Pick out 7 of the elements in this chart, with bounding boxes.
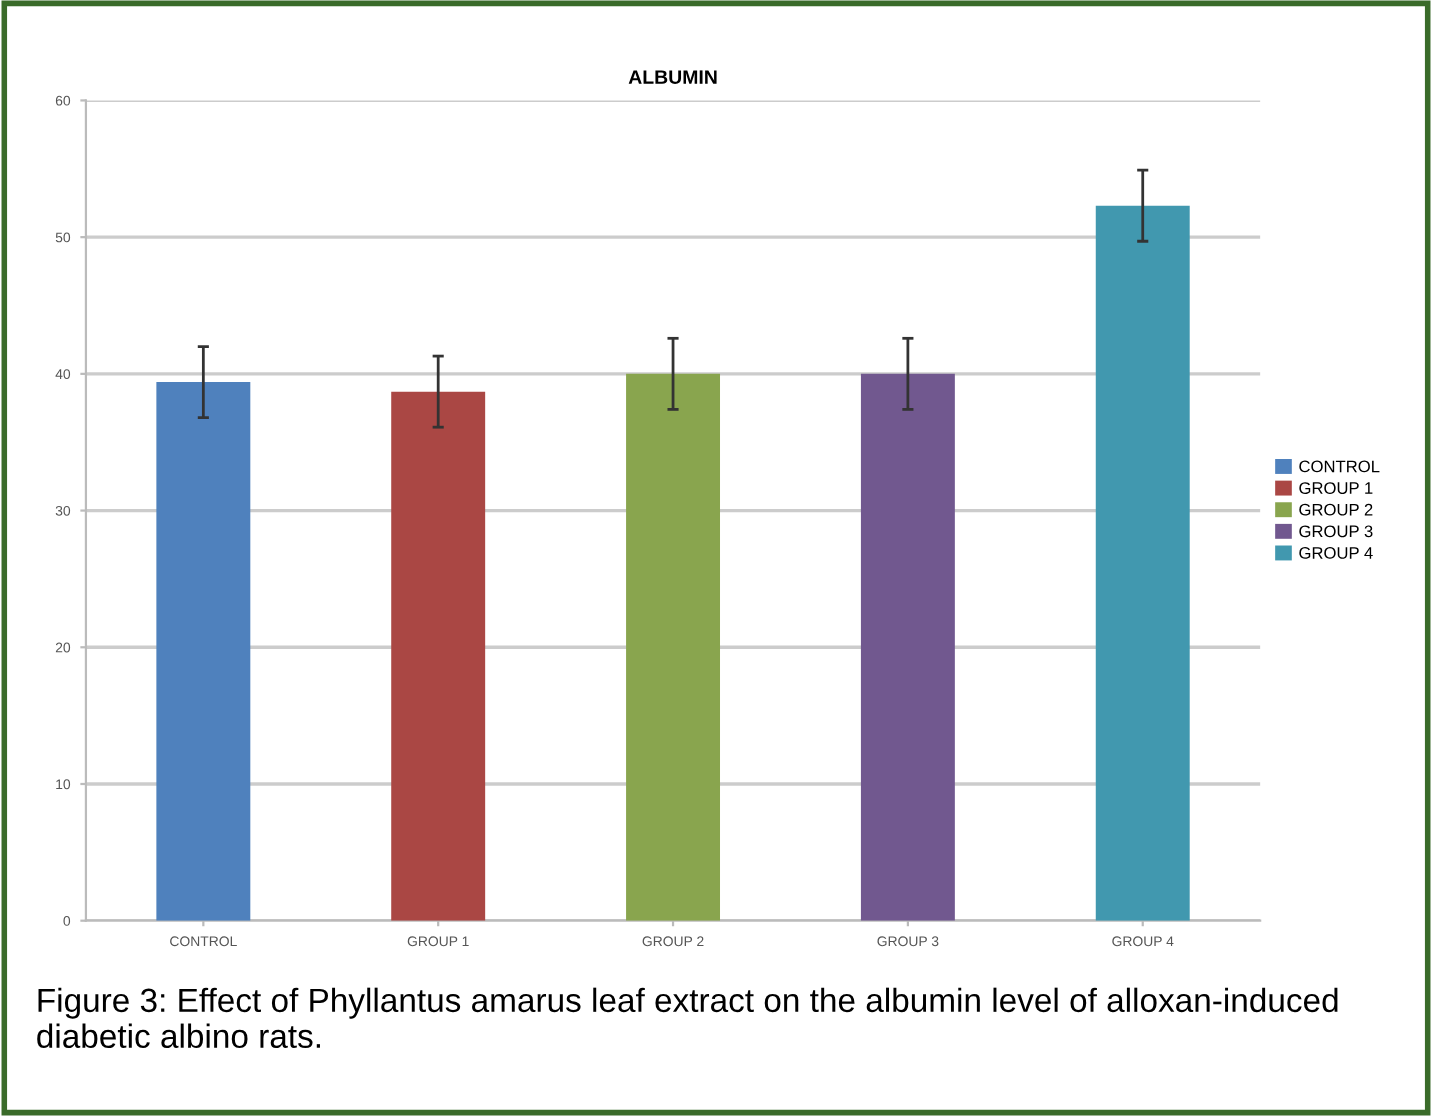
legend-label: GROUP 2 bbox=[1299, 503, 1373, 516]
caption: Figure 3: Effect of Phyllantus amarus leaf extract on the albumin level of alloxan-induced diabetic albino rats. bbox=[37, 987, 1338, 1049]
chart-title: ALBUMIN bbox=[628, 70, 717, 84]
legend-label: CONTROL bbox=[1299, 460, 1380, 473]
legend-label: GROUP 3 bbox=[1299, 525, 1373, 538]
legend-label: GROUP 1 bbox=[1299, 482, 1373, 494]
legend-label: GROUP 4 bbox=[1299, 547, 1373, 559]
